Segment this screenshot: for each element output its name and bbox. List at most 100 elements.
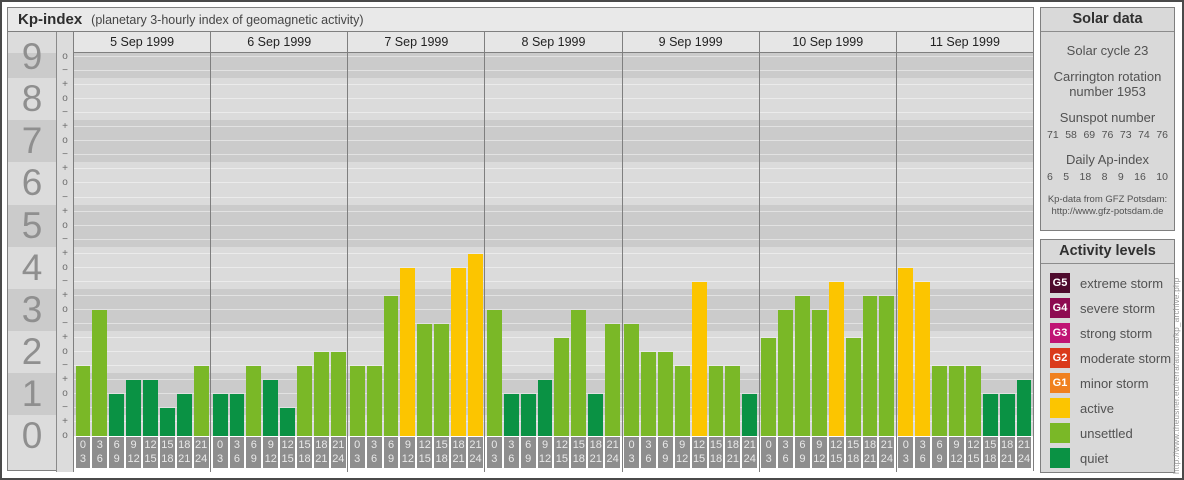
kp-bar bbox=[999, 393, 1015, 436]
activity-level-label: minor storm bbox=[1080, 375, 1149, 391]
gridline-third bbox=[74, 294, 1033, 296]
day-hour-labels: 0 3 3 6 6 9 9 12 12 15 15 18 18 21 21 24 bbox=[622, 436, 759, 472]
sunspot-values-row: 71 58 69 76 73 74 76 bbox=[1041, 129, 1174, 141]
kp-bar bbox=[109, 393, 125, 436]
date-header: 7 Sep 1999 bbox=[348, 32, 485, 53]
ap-values-row: 6 5 18 8 9 16 10 bbox=[1041, 171, 1174, 183]
activity-level-label: moderate storm bbox=[1080, 350, 1172, 366]
y-tick-0o: o bbox=[62, 430, 68, 441]
gridline-third bbox=[74, 84, 1033, 86]
kp-bar bbox=[828, 281, 844, 436]
gridline-third bbox=[74, 112, 1033, 114]
day-column-4: 8 Sep 1999 0 3 3 6 6 9 9 12 12 15 15 18 18 21 21 24 bbox=[485, 32, 623, 472]
kp-bar bbox=[486, 309, 502, 436]
day-column-5: 9 Sep 1999 0 3 3 6 6 9 9 12 12 15 15 18 18 21 21 24 bbox=[622, 32, 760, 472]
kp-bar bbox=[605, 323, 621, 436]
y-tick-5+: + bbox=[62, 205, 68, 217]
hour-range-label: 21 24 bbox=[193, 437, 209, 468]
activity-levels-header: Activity levels bbox=[1041, 240, 1174, 264]
gridline-third bbox=[74, 266, 1033, 268]
y-tick-1−: − bbox=[62, 401, 68, 413]
kp-bar bbox=[965, 365, 981, 436]
y-tick-4+: + bbox=[62, 247, 68, 259]
gridline-third bbox=[74, 140, 1033, 142]
hour-range-label: 15 18 bbox=[708, 437, 724, 468]
y-band-9 bbox=[8, 53, 56, 79]
activity-level-label: severe storm bbox=[1080, 300, 1156, 316]
kp-bar bbox=[982, 393, 998, 436]
sunspot-value: 76 bbox=[1101, 129, 1114, 141]
day-bars bbox=[623, 53, 759, 436]
kp-bar bbox=[246, 365, 262, 436]
activity-level-label: extreme storm bbox=[1080, 275, 1164, 291]
y-axis-number-2: 2 bbox=[21, 330, 43, 372]
kp-bar bbox=[143, 380, 158, 436]
kp-bar bbox=[176, 393, 192, 436]
hour-range-label: 18 21 bbox=[862, 437, 878, 468]
gridline-third bbox=[74, 378, 1033, 380]
day-column-1: 5 Sep 1999 0 3 3 6 6 9 9 12 12 15 15 18 18 21 21 24 bbox=[74, 32, 212, 472]
gridline-third bbox=[74, 350, 1033, 352]
date-header: 5 Sep 1999 bbox=[74, 32, 211, 53]
activity-level-row: G5 extreme storm bbox=[1050, 273, 1174, 293]
day-column-6: 10 Sep 1999 0 3 3 6 6 9 9 12 12 15 15 18 18 21 21 24 bbox=[759, 32, 897, 472]
hour-range-label: 15 18 bbox=[297, 437, 312, 468]
kp-bar bbox=[879, 295, 895, 436]
kp-bar bbox=[657, 351, 673, 436]
gridline-third bbox=[74, 168, 1033, 170]
hour-range-label: 18 21 bbox=[313, 437, 329, 468]
gridline-third bbox=[74, 322, 1033, 324]
kp-bar bbox=[417, 323, 433, 436]
kp-bar bbox=[330, 351, 346, 436]
ap-value: 10 bbox=[1156, 171, 1168, 183]
sunspot-value: 58 bbox=[1065, 129, 1077, 141]
kp-bar bbox=[761, 337, 777, 436]
ap-value: 8 bbox=[1101, 171, 1108, 183]
hour-range-label: 21 24 bbox=[468, 437, 483, 468]
y-tick-3o: o bbox=[62, 303, 68, 315]
y-axis-number-7: 7 bbox=[21, 120, 43, 162]
day-column-7: 11 Sep 1999 0 3 3 6 6 9 9 12 12 15 15 18 18 21 21 24 bbox=[896, 32, 1033, 472]
chart-title-bar: Kp-index (planetary 3-hourly index of ge… bbox=[8, 8, 1033, 32]
y-band-7 bbox=[8, 120, 56, 163]
activity-level-label: unsettled bbox=[1080, 425, 1133, 441]
gridline-third bbox=[74, 224, 1033, 226]
sunspot-title: Sunspot number bbox=[1059, 110, 1156, 125]
kp-bar bbox=[588, 393, 604, 436]
y-tick-5o: o bbox=[62, 219, 68, 231]
activity-levels-panel: Activity levels G5 extreme storm G4 severe … bbox=[1040, 239, 1175, 473]
day-hour-labels: 0 3 3 6 6 9 9 12 12 15 15 18 18 21 21 24 bbox=[348, 436, 485, 472]
gridline-third bbox=[74, 336, 1033, 338]
y-band-1 bbox=[8, 372, 56, 415]
y-tick-9o: o bbox=[62, 51, 68, 63]
source-line-2: http://www.gfz-potsdam.de bbox=[1051, 206, 1164, 217]
y-tick-4−: − bbox=[62, 275, 68, 287]
sunspot-value: 73 bbox=[1119, 129, 1132, 141]
y-tick-6+: + bbox=[62, 163, 68, 175]
gridline-third bbox=[74, 98, 1033, 100]
day-bars bbox=[348, 53, 484, 436]
hour-range-label: 9 12 bbox=[949, 437, 964, 468]
y-tick-7−: − bbox=[62, 149, 68, 161]
activity-level-row: active bbox=[1050, 398, 1174, 418]
day-column-2: 6 Sep 1999 0 3 3 6 6 9 9 12 12 15 15 18 18 21 21 24 bbox=[211, 32, 349, 472]
y-axis-number-9: 9 bbox=[21, 36, 43, 78]
y-tick-3−: − bbox=[62, 317, 68, 329]
y-band-3 bbox=[8, 288, 56, 331]
y-axis-number-4: 4 bbox=[21, 246, 43, 288]
y-axis-number-1: 1 bbox=[21, 372, 43, 414]
day-hour-labels: 0 3 3 6 6 9 9 12 12 15 15 18 18 21 21 24 bbox=[485, 436, 622, 472]
hour-range-label: 21 24 bbox=[879, 437, 895, 468]
gridline-third bbox=[74, 210, 1033, 212]
g5-color-swatch: G5 bbox=[1050, 273, 1070, 293]
y-tick-8−: − bbox=[62, 107, 68, 119]
sunspot-value: 71 bbox=[1047, 129, 1059, 141]
hour-range-label: 12 15 bbox=[143, 437, 158, 468]
kp-bar bbox=[349, 365, 365, 436]
